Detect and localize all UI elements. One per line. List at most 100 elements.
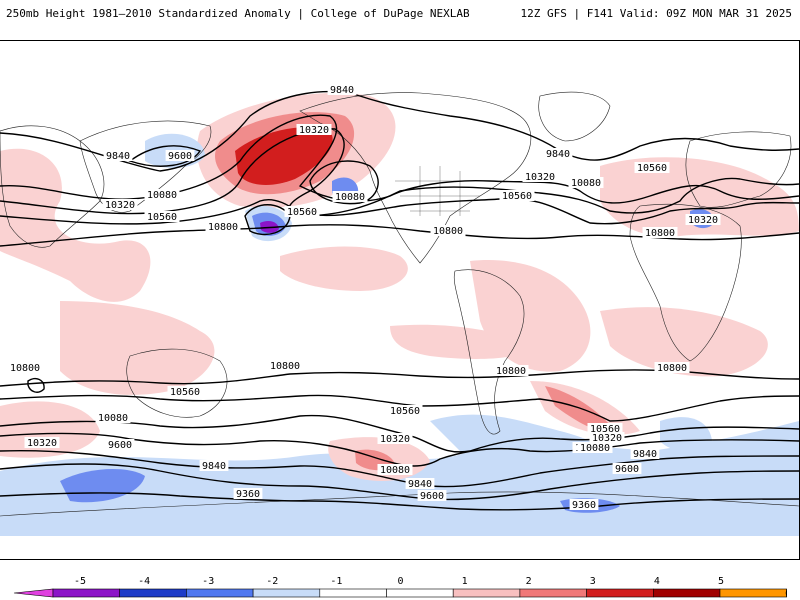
asia-outline: [0, 125, 105, 248]
colorbar-right-arrow: [785, 588, 787, 598]
color-scale-labels: -5 -4 -3 -2 -1 0 1 2 3 4 5: [74, 576, 724, 587]
contour-label: 9360: [572, 500, 596, 511]
colorbar-box: [452, 588, 521, 598]
colorbar-tick-label: -4: [138, 576, 150, 587]
contour-labels: 9840103209600984010080103201056010800100…: [7, 84, 721, 511]
colorbar-tick-label: -1: [330, 576, 342, 587]
colorbar-box: [186, 588, 254, 598]
contour-label-bg: [233, 488, 263, 499]
map-panel[interactable]: 9840 10320 9600 9840 10080 10320 10560 10800 100…: [0, 40, 800, 560]
header: 250mb Height 1981–2010 Standardized Anom…: [0, 0, 800, 28]
contour-9840-north: [0, 90, 799, 172]
contour-10800-south-closed: [27, 377, 45, 393]
contour-label-bg: [267, 360, 303, 371]
colorbar-tick-label: -3: [202, 576, 214, 587]
anomaly-pos-central-africa: [390, 324, 540, 359]
contour-label: 10320: [27, 438, 57, 449]
anomaly-map[interactable]: 9840103209600984010080103201056010800100…: [0, 41, 799, 559]
us-borders: [395, 166, 480, 216]
contour-10560-north: [0, 197, 799, 225]
contour-label: 10560: [637, 163, 667, 174]
contour-label-bg: [95, 412, 131, 423]
contour-label-bg: [377, 464, 413, 475]
colorbar-tick-label: 4: [654, 576, 660, 587]
contour-10320-south: [0, 414, 799, 453]
anomaly-neg-south-indian-deep: [60, 469, 145, 503]
contour-10080-north: [0, 114, 799, 204]
contour-label: 9600: [615, 464, 639, 475]
contour-label-bg: [522, 171, 558, 182]
contour-label: 9840: [330, 85, 354, 96]
contour-label-bg: [103, 150, 133, 161]
contour-label: 9600: [108, 440, 132, 451]
anomaly-neg-south-indian: [660, 417, 712, 452]
contour-label: 10800: [433, 226, 463, 237]
contour-label-bg: [24, 437, 60, 448]
contour-label: 10560: [590, 424, 620, 435]
anomaly-pos-tropics-pacific: [280, 246, 408, 291]
colorbar-box: [652, 588, 721, 598]
contour-10800-south: [0, 369, 799, 387]
contour-label-bg: [569, 499, 599, 510]
contour-label: 10080: [380, 465, 410, 476]
contour-9600-north: [128, 145, 202, 167]
contour-label: 9600: [168, 151, 192, 162]
colorbar-box: [52, 588, 120, 598]
contour-label-bg: [430, 225, 466, 236]
contour-label: 9840: [546, 149, 570, 160]
contour-label: 9840: [408, 479, 432, 490]
anomaly-neg-south-pacific: [430, 414, 608, 468]
colorbar-box: [319, 588, 387, 598]
europe-outline: [685, 131, 792, 208]
contour-label-bg: [589, 432, 625, 443]
color-scale-bar: -5 -4 -3 -2 -1 0 1 2 3 4 5: [13, 576, 787, 598]
contour-label-bg: [165, 150, 195, 161]
contour-label: 10080: [580, 443, 610, 454]
contour-label: 10560: [170, 387, 200, 398]
contour-label-bg: [577, 442, 613, 453]
contour-label: 10800: [645, 228, 675, 239]
colorbar-box: [586, 588, 654, 598]
contour-label-bg: [377, 433, 413, 444]
contour-label-bg: [543, 148, 573, 159]
north-america-outline: [299, 92, 532, 264]
color-scale-boxes: [13, 588, 787, 598]
colorbar-box: [252, 588, 321, 598]
contour-10080-pacific-low: [309, 160, 379, 205]
contour-label: 10320: [688, 215, 718, 226]
africa-outline: [629, 203, 742, 362]
contour-label-bg: [587, 423, 623, 434]
contour-label: 10320: [592, 433, 622, 444]
contour-label: 10320: [299, 125, 329, 136]
contour-label-bg: [499, 190, 535, 201]
anomaly-pos-north-pacific-core: [235, 127, 333, 185]
contour-label-bg: [417, 490, 447, 501]
contour-label: 10320: [380, 434, 410, 445]
contour-label-bg: [654, 362, 690, 373]
colorbar-tick-label: -2: [266, 576, 278, 587]
contour-9360-south: [0, 492, 799, 511]
colorbar-tick-label: 1: [462, 576, 468, 587]
greenland-outline: [538, 91, 611, 142]
colorbar-box: [719, 588, 787, 598]
contour-label: 10800: [208, 222, 238, 233]
contour-label-bg: [630, 448, 660, 459]
colorbar-left-arrow: [13, 588, 54, 598]
contour-label-bg: [493, 365, 529, 376]
contour-label: 10080: [571, 178, 601, 189]
contour-10800-north: [0, 224, 799, 247]
anomaly-pos-southwest: [0, 401, 100, 458]
contour-label: 10320: [525, 172, 555, 183]
contour-label: 10080: [335, 192, 365, 203]
anomaly-pos-west-europe: [0, 148, 151, 302]
contour-label: 10560: [502, 191, 532, 202]
contour-label-bg: [568, 177, 604, 188]
contour-label: 9600: [420, 491, 444, 502]
contour-label-bg: [332, 191, 368, 202]
contour-label: 10560: [147, 212, 177, 223]
colorbar-tick-label: 2: [526, 576, 532, 587]
contour-label: 10560: [390, 406, 420, 417]
contour-10560-south: [0, 394, 799, 422]
contour-label-bg: [405, 478, 435, 489]
contour-label: 9360: [236, 489, 260, 500]
